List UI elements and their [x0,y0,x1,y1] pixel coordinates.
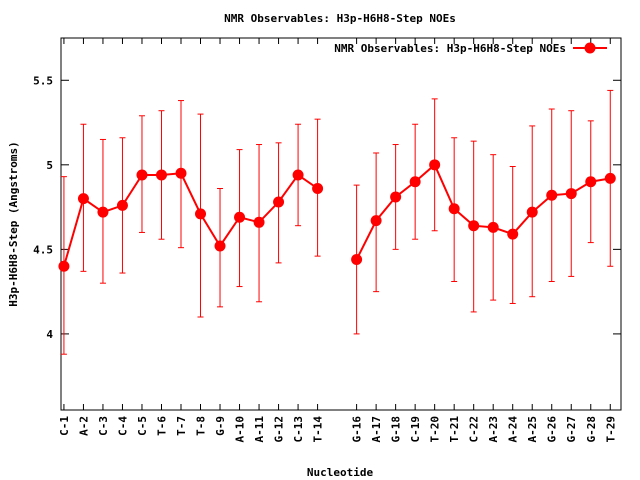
data-point [234,211,246,223]
data-point [487,221,499,233]
y-axis-label: H3p-H6H8-Step (Angstroms) [7,141,20,307]
x-tick-label: A-11 [253,416,266,443]
x-tick-label: A-23 [487,416,500,443]
x-tick-label: G-18 [390,416,403,443]
x-tick-label: T-6 [155,416,168,436]
y-tick-label: 4.5 [33,243,53,256]
data-point [175,167,187,179]
data-point [507,228,519,240]
data-point [565,188,577,200]
x-axis-label: Nucleotide [307,466,374,479]
data-point [97,206,109,218]
data-point [58,260,70,272]
x-tick-label: C-3 [97,416,110,436]
data-point [116,199,128,211]
x-tick-label: C-19 [409,416,422,443]
x-tick-label: G-16 [351,416,364,443]
x-tick-label: T-14 [312,416,325,443]
x-tick-label: C-1 [58,416,71,436]
series-error-bars [60,89,614,355]
x-tick-label: C-4 [116,416,129,436]
data-point [312,182,324,194]
legend-label: NMR Observables: H3p-H6H8-Step NOEs [334,42,566,55]
plot-frame [60,37,622,411]
series-line-segment [62,172,319,267]
y-tick-label: 4 [46,328,53,341]
x-tick-label: G-26 [546,416,559,443]
x-tick-label: T-20 [429,416,442,443]
y-tick-label: 5 [46,159,53,172]
data-point [390,191,402,203]
x-tick-label: A-25 [526,416,539,443]
data-point [273,196,285,208]
data-point [351,254,363,266]
y-axis: 4 4.5 5 5.5 [33,74,621,341]
data-point [155,169,167,181]
series-line-segment [355,163,611,260]
y-tick-label: 5.5 [33,74,53,87]
x-tick-label: C-22 [468,416,481,443]
data-point [292,169,304,181]
x-tick-label: C-5 [136,416,149,436]
data-point [585,176,597,188]
data-point [526,206,538,218]
data-point [136,169,148,181]
x-tick-label: A-24 [507,416,520,443]
data-point [448,203,460,215]
data-point [253,216,265,228]
x-tick-label: G-9 [214,416,227,436]
x-tick-label: A-10 [234,416,247,443]
data-point [370,215,382,227]
x-axis: C-1 A-2 C-3 C-4 C-5 T-6 T-7 T-8 G-9 A-10 A-11 G-12 C… [58,38,617,443]
x-tick-label: C-13 [292,416,305,443]
x-tick-label: T-21 [448,416,461,443]
data-point [468,220,480,232]
data-point [77,193,89,205]
x-tick-label: G-27 [565,416,578,443]
series-points [58,159,616,272]
legend: NMR Observables: H3p-H6H8-Step NOEs [334,42,607,55]
x-tick-label: A-2 [77,416,90,436]
data-point [195,208,207,220]
x-tick-label: T-7 [175,416,188,436]
data-point [429,159,441,171]
x-tick-label: T-8 [195,416,208,436]
chart-title: NMR Observables: H3p-H6H8-Step NOEs [224,12,456,25]
x-tick-label: A-17 [370,416,383,443]
data-point [546,189,558,201]
data-point [409,176,421,188]
legend-marker [584,42,596,54]
x-tick-label: T-29 [604,416,617,443]
x-tick-label: G-28 [585,416,598,443]
x-tick-label: G-12 [273,416,286,443]
data-point [604,172,616,184]
data-point [214,240,226,252]
